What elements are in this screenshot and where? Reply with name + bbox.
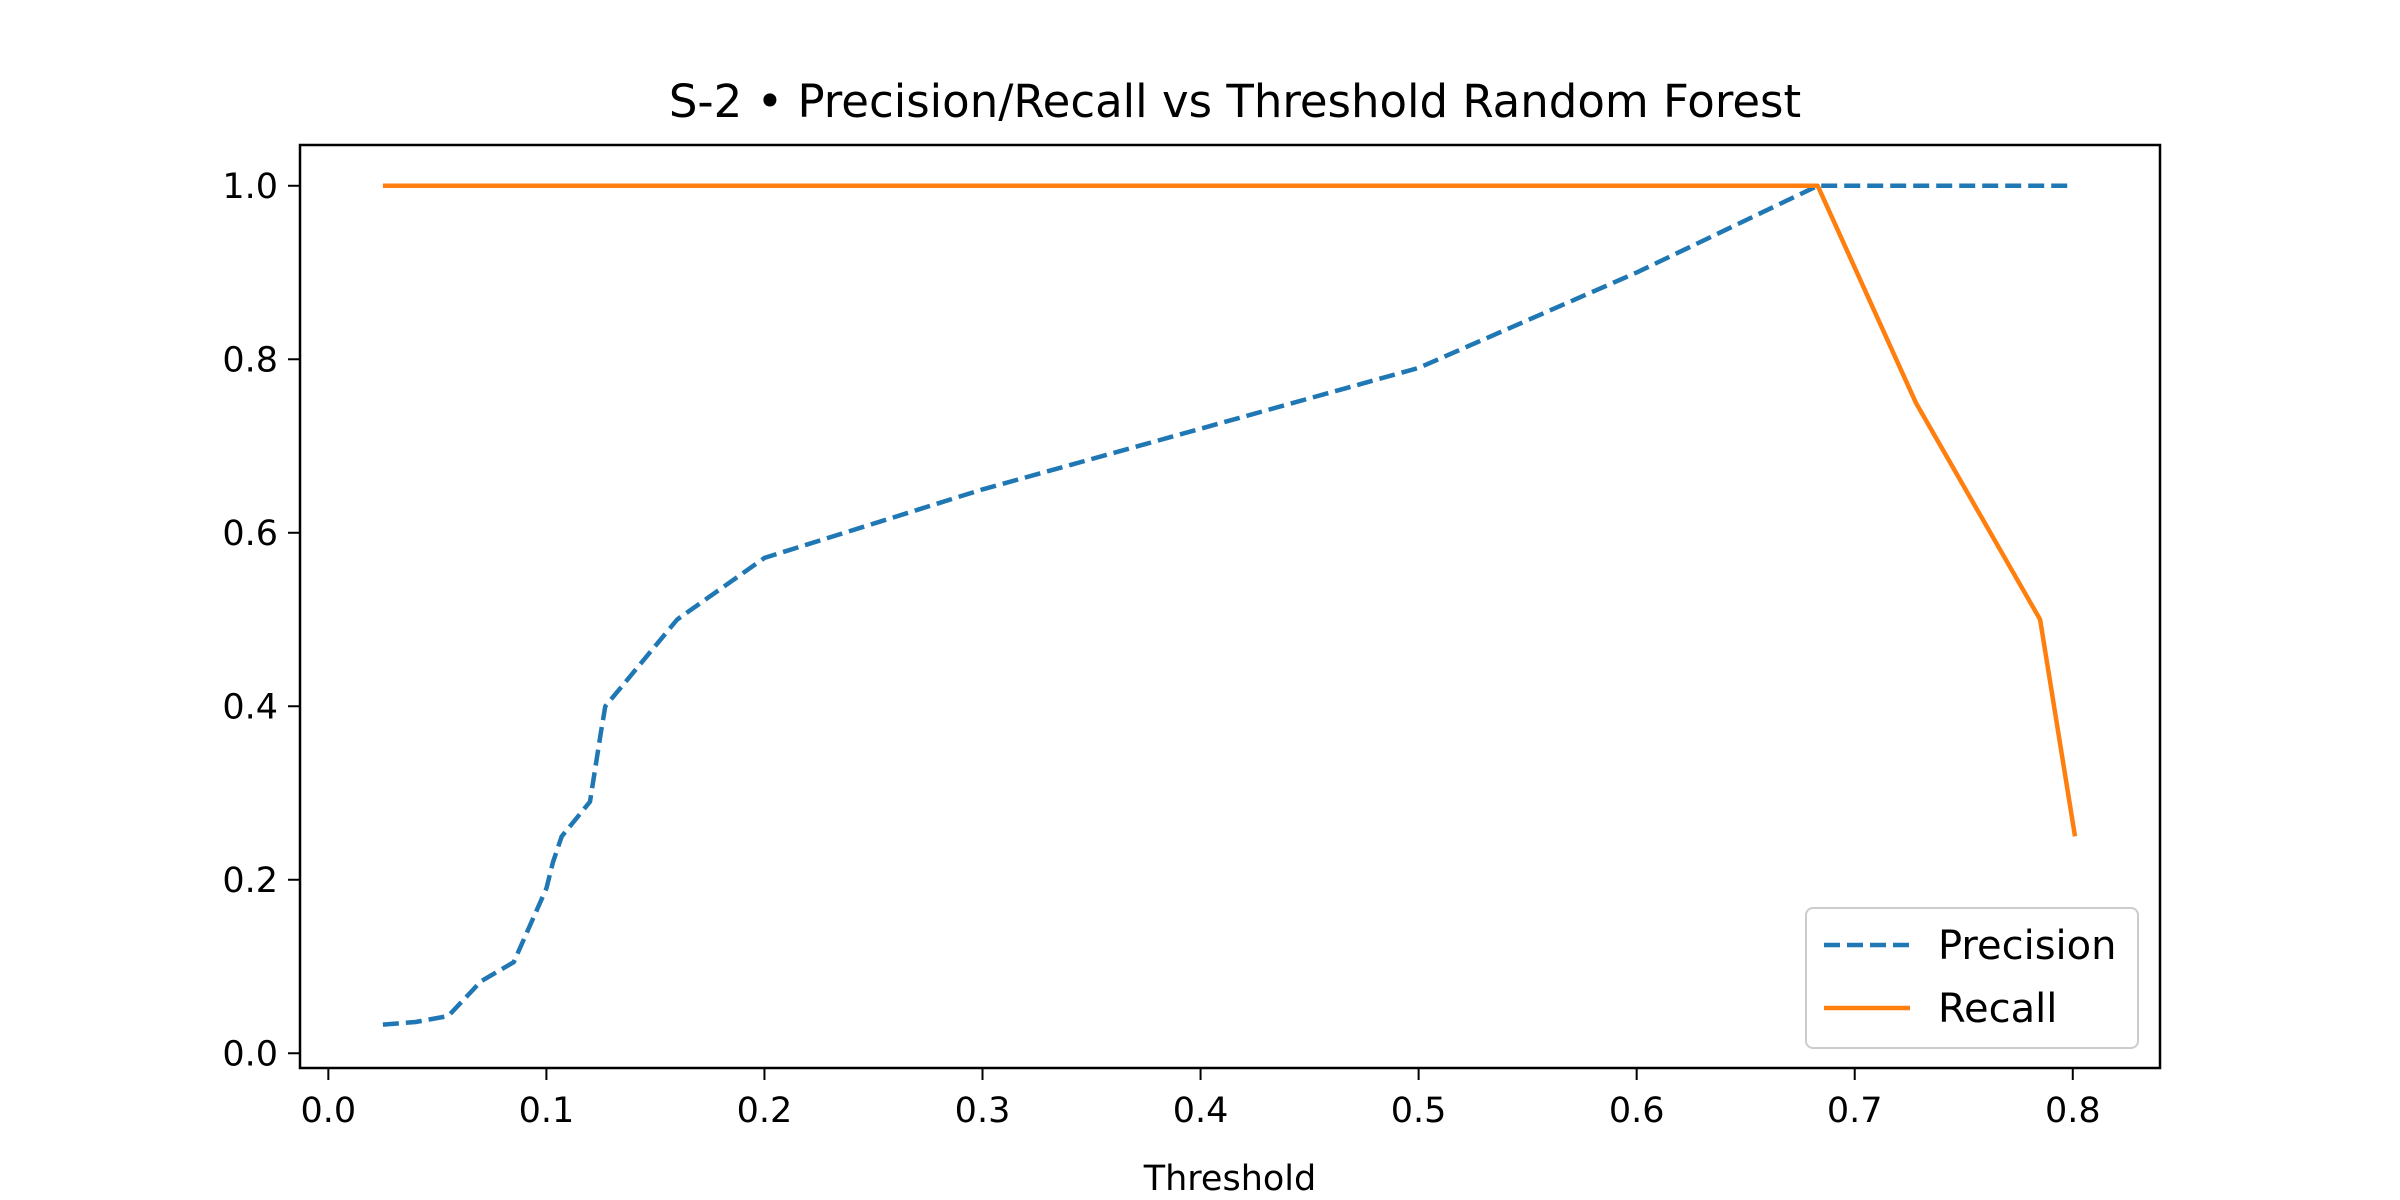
plot-frame — [298, 143, 2162, 1070]
x-axis-ticks: 0.0 0.1 0.2 0.3 0.4 0.5 0.6 0.7 0.8 — [301, 1068, 2101, 1131]
x-tick-label: 0.7 — [1827, 1091, 1883, 1131]
legend-box — [1805, 907, 2139, 1049]
legend-label-precision: Precision — [1938, 923, 2116, 969]
y-tick-label: 0.0 — [222, 1034, 278, 1074]
chart-title: S-2 • Precision/Recall vs Threshold Rand… — [669, 75, 1801, 128]
y-axis-ticks: 0.0 0.2 0.4 0.6 0.8 1.0 — [222, 167, 300, 1074]
x-tick-label: 0.0 — [301, 1091, 357, 1131]
legend-label-recall: Recall — [1938, 986, 2057, 1032]
x-tick-label: 0.5 — [1391, 1091, 1447, 1131]
y-tick-label: 1.0 — [222, 167, 278, 207]
x-tick-label: 0.8 — [2045, 1091, 2101, 1131]
x-tick-label: 0.6 — [1609, 1091, 1665, 1131]
legend: Precision Recall — [1805, 907, 2139, 1049]
y-tick-label: 0.2 — [222, 861, 278, 901]
x-tick-label: 0.2 — [737, 1091, 793, 1131]
y-tick-label: 0.6 — [222, 514, 278, 554]
y-tick-label: 0.8 — [222, 340, 278, 380]
series-lines — [382, 183, 2078, 1027]
series-line-recall — [382, 183, 2078, 837]
x-tick-label: 0.1 — [519, 1091, 575, 1131]
x-tick-label: 0.4 — [1173, 1091, 1229, 1131]
x-axis-label: Threshold — [1143, 1159, 1317, 1199]
x-tick-label: 0.3 — [955, 1091, 1011, 1131]
y-tick-label: 0.4 — [222, 687, 278, 727]
series-line-precision — [382, 183, 2073, 1027]
